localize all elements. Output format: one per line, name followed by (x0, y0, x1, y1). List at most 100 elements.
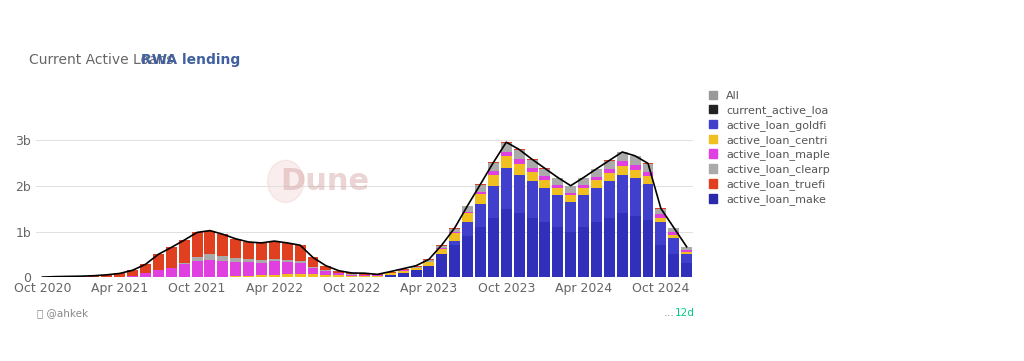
Text: 12d: 12d (675, 308, 694, 318)
Bar (307, 268, 318, 274)
Bar (681, 264, 692, 277)
Bar (295, 261, 305, 262)
Bar (205, 231, 215, 254)
Bar (669, 232, 679, 235)
Bar (462, 222, 473, 236)
Bar (178, 263, 189, 264)
Bar (411, 267, 422, 268)
Bar (359, 275, 370, 276)
Bar (450, 228, 460, 229)
Bar (397, 270, 409, 271)
Bar (462, 206, 473, 212)
Bar (282, 243, 293, 260)
Bar (604, 181, 614, 218)
Bar (282, 260, 293, 262)
Bar (655, 222, 667, 245)
Bar (616, 152, 628, 161)
Bar (359, 276, 370, 277)
Bar (681, 250, 692, 252)
Bar (256, 275, 267, 277)
Bar (333, 275, 344, 277)
Bar (579, 178, 589, 185)
Bar (526, 160, 538, 168)
Bar (127, 270, 138, 276)
Bar (372, 276, 383, 277)
Bar (591, 169, 602, 177)
Bar (514, 150, 524, 158)
Bar (217, 261, 228, 277)
Bar (76, 276, 87, 277)
Bar (630, 216, 641, 277)
Text: Current Active Loans: Current Active Loans (30, 53, 174, 66)
Bar (256, 243, 267, 260)
Bar (359, 273, 370, 275)
Bar (526, 168, 538, 172)
Bar (166, 247, 177, 268)
Bar (579, 185, 589, 188)
Bar (514, 149, 524, 150)
Bar (101, 275, 113, 277)
Bar (579, 195, 589, 227)
Bar (616, 161, 628, 166)
Bar (540, 180, 551, 188)
Bar (385, 275, 396, 277)
Bar (217, 234, 228, 256)
Bar (642, 164, 653, 171)
Bar (501, 168, 512, 209)
Bar (397, 271, 409, 273)
Bar (681, 252, 692, 254)
Bar (565, 186, 577, 193)
Bar (475, 185, 486, 192)
Bar (269, 241, 280, 259)
Bar (269, 259, 280, 261)
Bar (630, 178, 641, 216)
Text: RWA lending: RWA lending (141, 53, 241, 66)
Bar (321, 266, 332, 270)
Bar (243, 262, 254, 276)
Bar (115, 273, 125, 277)
Bar (372, 275, 383, 276)
Bar (591, 177, 602, 180)
Bar (487, 175, 499, 186)
Bar (616, 213, 628, 277)
Bar (462, 205, 473, 206)
Bar (669, 254, 679, 277)
Bar (591, 180, 602, 188)
Bar (540, 169, 551, 177)
Bar (642, 184, 653, 220)
Bar (475, 194, 486, 204)
Bar (88, 276, 99, 277)
Bar (450, 232, 460, 233)
Bar (630, 165, 641, 170)
Bar (655, 218, 667, 222)
Bar (256, 260, 267, 262)
Bar (565, 195, 577, 202)
Bar (642, 177, 653, 184)
Bar (669, 238, 679, 254)
Bar (333, 271, 344, 273)
Bar (321, 271, 332, 275)
Bar (526, 181, 538, 218)
Bar (243, 242, 254, 259)
Bar (669, 228, 679, 232)
Legend: All, current_active_loa, active_loan_goldfi, active_loan_centri, active_loan_map: All, current_active_loa, active_loan_gol… (706, 87, 834, 209)
Bar (397, 273, 409, 277)
Bar (487, 218, 499, 277)
Bar (604, 161, 614, 169)
Bar (475, 227, 486, 277)
Bar (552, 195, 563, 227)
Bar (411, 268, 422, 270)
Bar (579, 227, 589, 277)
Bar (436, 245, 447, 246)
Bar (372, 274, 383, 275)
Bar (346, 275, 357, 276)
Bar (411, 266, 422, 267)
Bar (501, 143, 512, 152)
Bar (346, 276, 357, 277)
Bar (616, 175, 628, 213)
Bar (295, 262, 305, 274)
Bar (140, 264, 151, 273)
Bar (397, 269, 409, 270)
Bar (307, 274, 318, 277)
Bar (591, 222, 602, 277)
